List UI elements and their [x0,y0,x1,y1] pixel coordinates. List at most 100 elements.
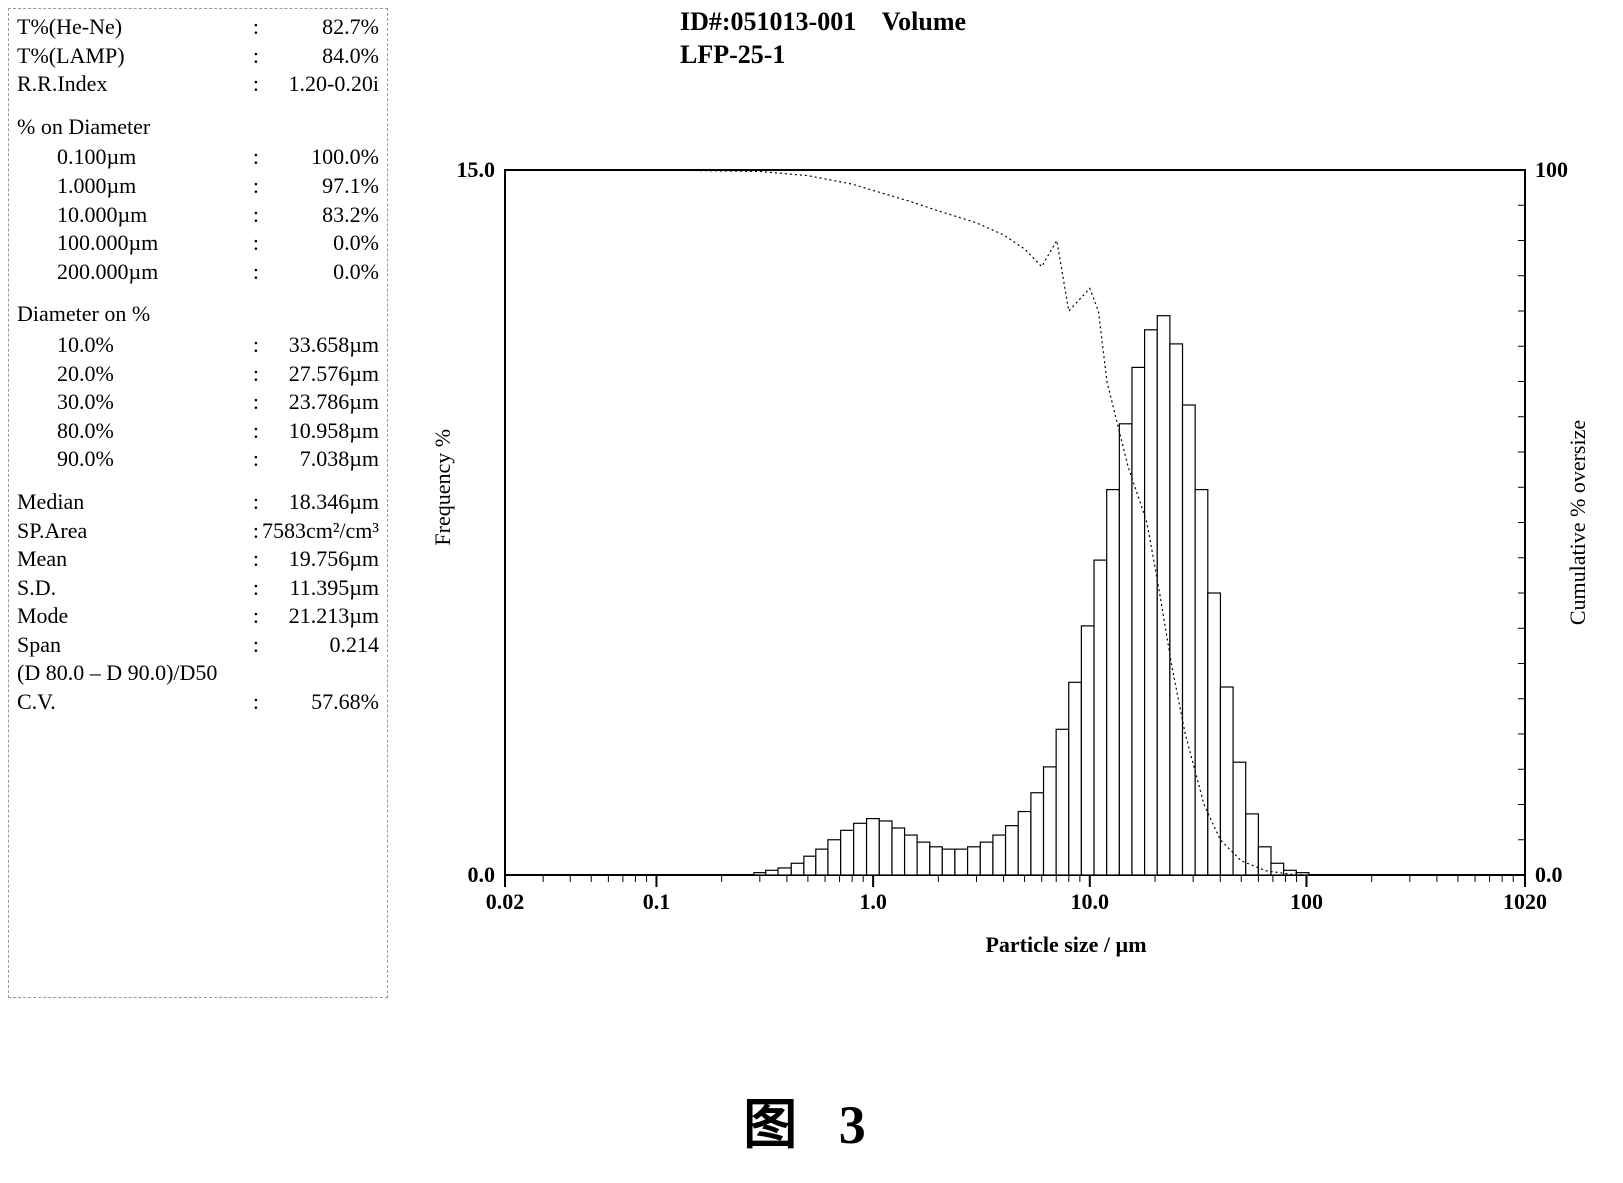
histogram-bar [930,847,942,875]
histogram-bar [1006,826,1019,875]
stats-list: Median : 18.346µmSP.Area : 7583cm²/cm³Me… [17,488,379,660]
pct-on-diameter-key: 100.000µm [17,229,253,258]
diameter-on-pct-row: 20.0% : 27.576µm [17,360,379,389]
diameter-on-pct-key: 10.0% [17,331,253,360]
histogram-bar [1220,687,1233,875]
histogram-bar [804,856,816,875]
diameter-on-pct-row: 80.0% : 10.958µm [17,417,379,446]
histogram-bar [1031,793,1044,875]
diameter-on-pct-value: 10.958µm [259,417,379,446]
histogram-bar [1056,729,1069,875]
stat-row: SP.Area : 7583cm²/cm³ [17,517,379,546]
stat-value: 21.213µm [259,602,379,631]
histogram-bar [942,849,955,875]
stat-key: Mode [17,602,253,631]
top-param-key: R.R.Index [17,70,253,99]
span-note: (D 80.0 – D 90.0)/D50 [17,659,379,688]
stat-key: Median [17,488,253,517]
particle-size-chart: 0.020.11.010.010010200.015.00.0100Partic… [420,140,1610,970]
pct-on-diameter-row: 100.000µm : 0.0% [17,229,379,258]
y-left-axis-label: Frequency % [430,429,455,546]
histogram-bar [867,819,880,875]
top-param-value: 84.0% [259,42,379,71]
mode-label: Volume [882,7,966,36]
y-right-tick-label: 0.0 [1535,862,1563,887]
stat-value: 11.395µm [259,574,379,603]
cv-label: C.V. [17,688,253,717]
pct-on-diameter-value: 100.0% [259,143,379,172]
pct-on-diameter-key: 200.000µm [17,258,253,287]
top-param-key: T%(He-Ne) [17,13,253,42]
histogram-bar [1044,767,1057,875]
top-param-row: T%(He-Ne) : 82.7% [17,13,379,42]
stat-value: 19.756µm [259,545,379,574]
histogram-bar [1081,626,1094,875]
diameter-on-pct-value: 23.786µm [259,388,379,417]
histogram-bar [1119,424,1132,875]
pct-on-diameter-value: 83.2% [259,201,379,230]
stat-value: 18.346µm [259,488,379,517]
diameter-on-pct-key: 90.0% [17,445,253,474]
x-tick-label: 100 [1290,889,1323,914]
x-tick-label: 0.1 [643,889,671,914]
histogram-bar [917,842,930,875]
stat-key: Mean [17,545,253,574]
histogram-bar [980,842,993,875]
stat-row: Mean : 19.756µm [17,545,379,574]
diameter-on-pct-row: 90.0% : 7.038µm [17,445,379,474]
chart-svg: 0.020.11.010.010010200.015.00.0100Partic… [420,140,1610,970]
stat-row: S.D. : 11.395µm [17,574,379,603]
histogram-bar [778,868,791,875]
x-tick-label: 0.02 [486,889,525,914]
pct-on-diameter-title: % on Diameter [17,113,379,142]
histogram-bar [1233,762,1246,875]
x-tick-label: 1020 [1503,889,1547,914]
pct-on-diameter-value: 0.0% [259,229,379,258]
diameter-on-pct-value: 33.658µm [259,331,379,360]
histogram-bar [1284,870,1297,875]
x-tick-label: 1.0 [859,889,887,914]
diameter-on-pct-key: 80.0% [17,417,253,446]
pct-on-diameter-row: 1.000µm : 97.1% [17,172,379,201]
stat-row: Span : 0.214 [17,631,379,660]
histogram-bar [1183,405,1196,875]
histogram-bar [766,870,778,875]
cv-value: 57.68% [259,688,379,717]
y-left-tick-label: 0.0 [468,862,496,887]
histogram-bar [1132,367,1145,875]
histogram-bar [1107,490,1120,875]
stat-key: Span [17,631,253,660]
pct-on-diameter-key: 1.000µm [17,172,253,201]
y-right-axis-label: Cumulative % oversize [1565,420,1590,625]
y-right-tick-label: 100 [1535,157,1568,182]
stat-key: S.D. [17,574,253,603]
histogram-bar [1208,593,1221,875]
top-params-list: T%(He-Ne) : 82.7%T%(LAMP) : 84.0%R.R.Ind… [17,13,379,99]
diameter-on-pct-row: 30.0% : 23.786µm [17,388,379,417]
histogram-bar [892,828,905,875]
parameters-panel: T%(He-Ne) : 82.7%T%(LAMP) : 84.0%R.R.Ind… [8,8,388,998]
histogram-bar [1094,560,1107,875]
histogram-bar [1170,344,1183,875]
histogram-bar [828,840,841,875]
histogram-bar [879,821,892,875]
histogram-bar [1145,330,1158,875]
id-label: ID#:051013-001 [680,7,856,36]
histogram-bar [841,830,854,875]
histogram-bar [1157,316,1170,875]
diameter-on-pct-list: 10.0% : 33.658µm20.0% : 27.576µm30.0% : … [17,331,379,474]
histogram-bar [816,849,828,875]
histogram-bar [905,835,918,875]
pct-on-diameter-key: 10.000µm [17,201,253,230]
histogram-bar [968,847,981,875]
top-param-value: 1.20-0.20i [259,70,379,99]
top-param-row: R.R.Index : 1.20-0.20i [17,70,379,99]
diameter-on-pct-key: 20.0% [17,360,253,389]
stat-row: Median : 18.346µm [17,488,379,517]
histogram-bar [1018,812,1031,875]
top-param-row: T%(LAMP) : 84.0% [17,42,379,71]
cv-row: C.V. : 57.68% [17,688,379,717]
pct-on-diameter-value: 0.0% [259,258,379,287]
histogram-bar [955,849,968,875]
stat-value: 0.214 [259,631,379,660]
